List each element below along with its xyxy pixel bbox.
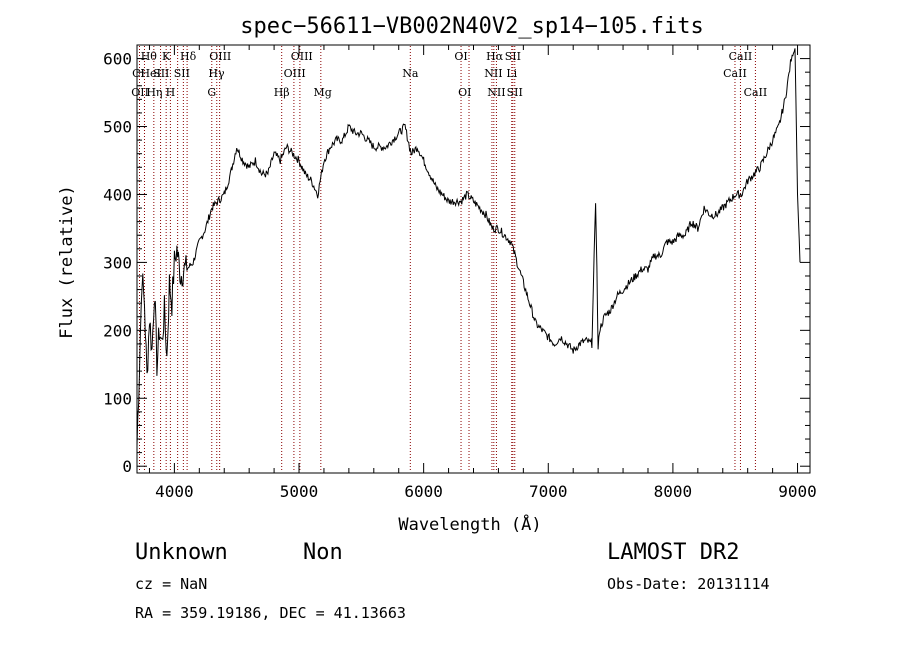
y-tick-label: 100	[103, 389, 132, 408]
spectral-line-label: OI	[454, 50, 467, 63]
spectral-line-label: Na	[402, 67, 419, 80]
spectral-line-label: Li	[506, 67, 517, 80]
spectral-line-label: CaII	[729, 50, 753, 63]
y-axis-label: Flux (relative)	[57, 185, 77, 339]
spectral-line-label: OIII	[284, 67, 306, 80]
y-tick-label: 600	[103, 50, 132, 69]
x-tick-label: 9000	[778, 482, 817, 501]
spectral-line-label: OII	[131, 86, 149, 99]
x-tick-label: 7000	[529, 482, 568, 501]
line-markers	[138, 46, 756, 472]
spectral-line-label: Hβ	[274, 86, 290, 99]
spectral-line-label: Mg	[314, 86, 332, 99]
object-subclass: Non	[303, 540, 343, 565]
y-tick-label: 200	[103, 321, 132, 340]
spectral-line-label: OI	[458, 86, 471, 99]
spectral-line-label: HeI	[140, 67, 160, 80]
spectral-line-label: CaII	[744, 86, 768, 99]
spectral-line-label: CaII	[723, 67, 747, 80]
spectral-line-label: Hδ	[180, 50, 197, 63]
spectral-line-label: SII	[505, 50, 521, 63]
x-tick-label: 5000	[280, 482, 319, 501]
redshift-cz: cz = NaN	[135, 575, 208, 593]
spectral-line-label: Hα	[486, 50, 504, 63]
spectral-line-label: SII	[507, 86, 523, 99]
x-tick-label: 8000	[654, 482, 693, 501]
spectrum-line	[136, 48, 801, 447]
spectral-line-label: CI	[132, 67, 145, 80]
x-tick-label: 6000	[404, 482, 443, 501]
object-class: Unknown	[135, 540, 228, 565]
x-tick-label: 4000	[155, 482, 194, 501]
spectral-line-label: H	[166, 86, 176, 99]
y-tick-label: 300	[103, 253, 132, 272]
spectral-line-label: OIII	[209, 50, 231, 63]
coordinates: RA = 359.19186, DEC = 41.13663	[135, 604, 406, 622]
survey-name: LAMOST DR2	[607, 540, 740, 565]
spectral-line-label: G	[207, 86, 216, 99]
y-tick-label: 400	[103, 185, 132, 204]
spectral-line-label: OIII	[291, 50, 313, 63]
spectral-line-label: Hη	[146, 86, 162, 99]
y-tick-label: 0	[122, 457, 132, 476]
x-axis-label: Wavelength (Å)	[398, 513, 541, 535]
spectral-line-label: SII	[174, 67, 190, 80]
spectral-line-label: SII	[153, 67, 169, 80]
axis-ticks: 4000 5000 6000 7000 8000 9000 0 100 200 300 400 500…	[103, 45, 817, 501]
spectral-line-label: Hθ	[141, 50, 158, 63]
obs-date: Obs-Date: 20131114	[607, 575, 770, 593]
plot-frame	[136, 44, 811, 474]
chart-title: spec−56611−VB002N40V2_sp14−105.fits	[240, 14, 704, 39]
spectral-line-label: Hγ	[208, 67, 225, 80]
spectral-line-label: K	[162, 50, 171, 63]
spectral-line-label: NII	[487, 86, 505, 99]
spectral-line-label: NII	[484, 67, 502, 80]
y-tick-label: 500	[103, 118, 132, 137]
